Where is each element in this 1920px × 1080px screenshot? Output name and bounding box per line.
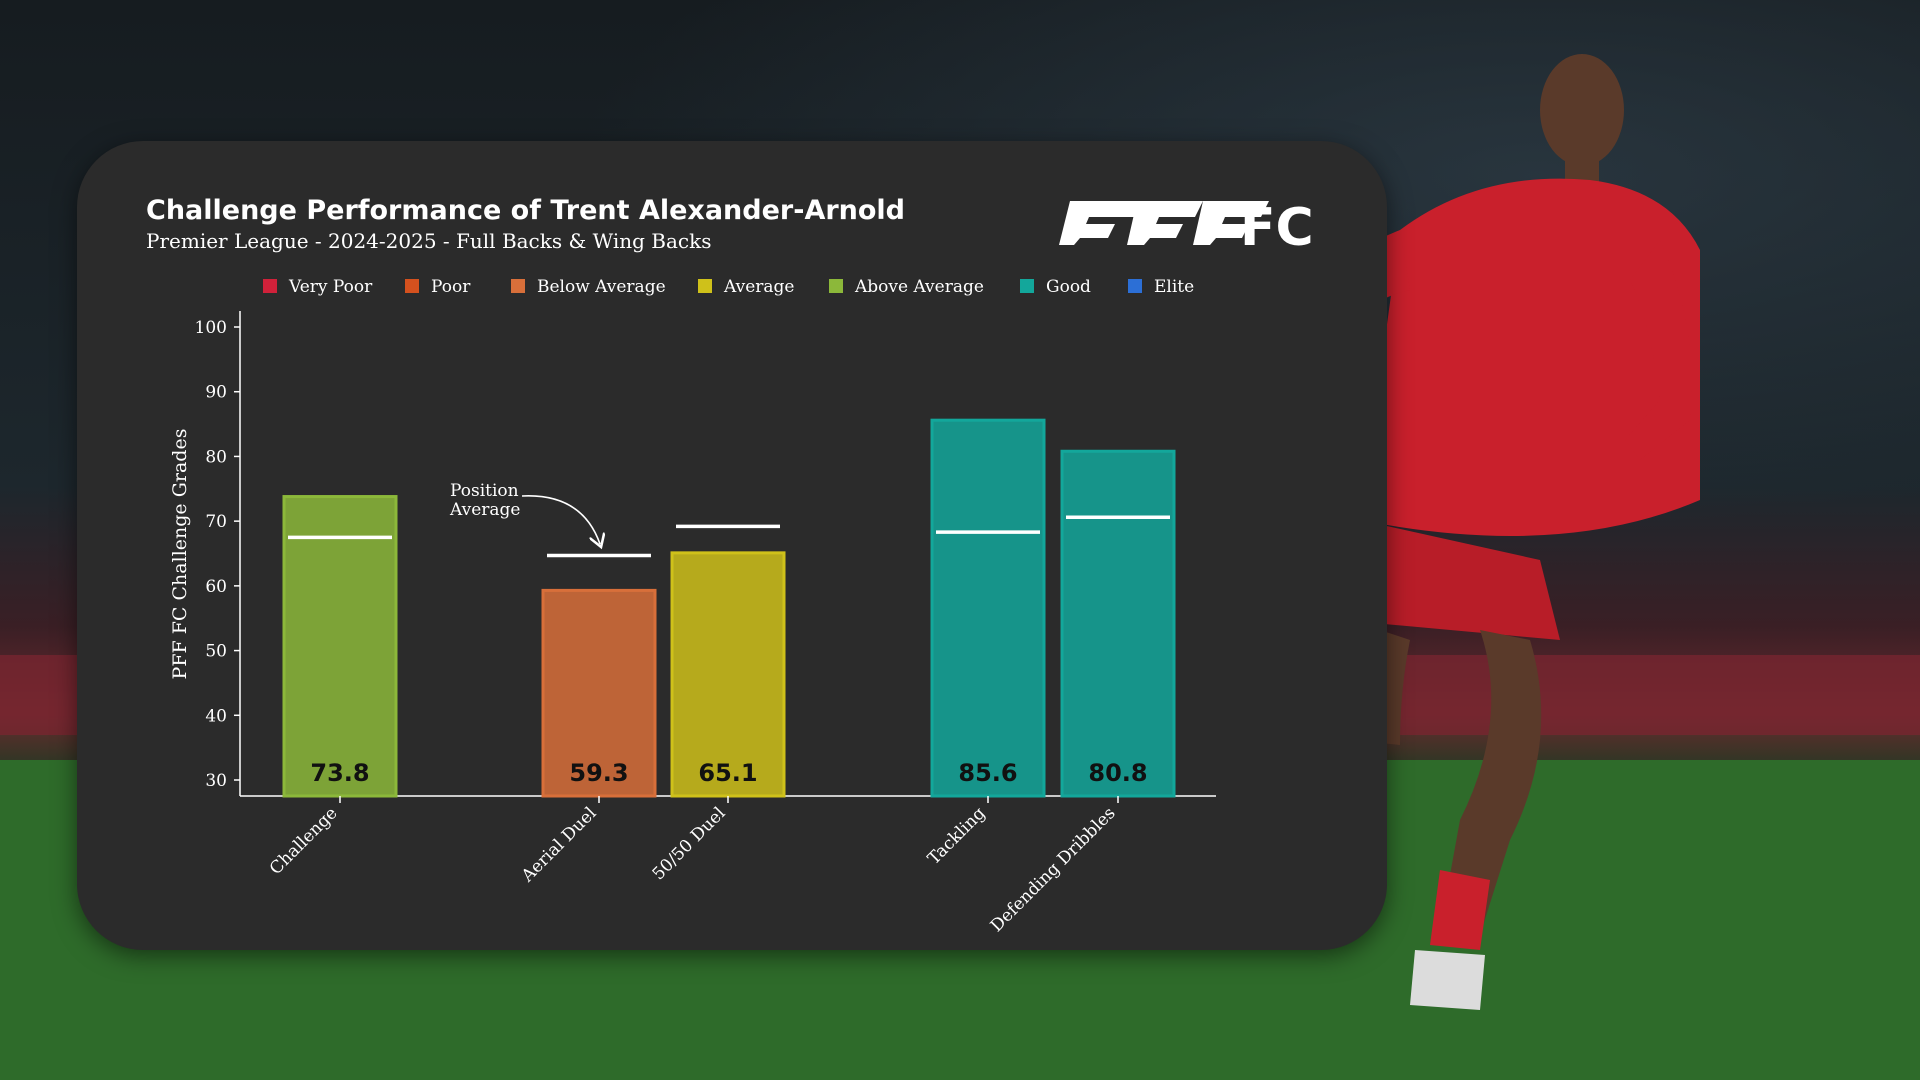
legend-swatch-good xyxy=(1020,279,1034,293)
y-axis-label: PFF FC Challenge Grades xyxy=(169,429,191,680)
bar-50-50-duel xyxy=(670,551,786,798)
x-category-label: Tackling xyxy=(924,803,990,869)
y-tick-label: 40 xyxy=(205,706,227,726)
legend-swatch-above-average xyxy=(829,279,843,293)
annotation-position: Position xyxy=(450,481,519,501)
bars: 73.8 59.3 65.1 85.6 80.8 xyxy=(282,418,1176,798)
logo-fc-text: FC xyxy=(1240,198,1314,258)
bar-challenge xyxy=(282,495,398,798)
annotation-average: Average xyxy=(449,500,520,520)
y-axis-ticks: 30 40 50 60 70 80 90 100 xyxy=(195,318,240,791)
x-category-label: Defending Dribbles xyxy=(987,803,1120,936)
bar-value-label: 80.8 xyxy=(1088,759,1147,787)
y-tick-label: 80 xyxy=(205,447,227,467)
legend-label: Below Average xyxy=(537,277,666,297)
bar-tackling xyxy=(930,418,1046,798)
x-axis-categories: Challenge Aerial Duel 50/50 Duel TacklingDe… xyxy=(266,796,1120,936)
x-category-label: Aerial Duel xyxy=(517,803,600,886)
y-tick-label: 100 xyxy=(195,318,227,338)
legend-swatch-poor xyxy=(405,279,419,293)
y-tick-label: 90 xyxy=(205,383,227,403)
chart-card: Challenge Performance of Trent Alexander… xyxy=(77,141,1387,950)
legend-label: Very Poor xyxy=(288,277,373,297)
legend-swatch-average xyxy=(698,279,712,293)
y-tick-label: 70 xyxy=(205,512,227,532)
chart-svg: Challenge Performance of Trent Alexander… xyxy=(146,195,1314,936)
legend-label: Good xyxy=(1046,277,1091,297)
bar-aerial-duel xyxy=(541,588,657,798)
bar-value-label: 59.3 xyxy=(569,759,628,787)
bar-defending-dribbles xyxy=(1060,449,1176,798)
legend-swatch-below-average xyxy=(511,279,525,293)
legend-swatch-very-poor xyxy=(263,279,277,293)
legend-label: Poor xyxy=(431,277,471,297)
y-tick-label: 60 xyxy=(205,577,227,597)
bar-value-label: 65.1 xyxy=(698,759,757,787)
annotation-arrow xyxy=(521,495,600,544)
pff-fc-logo: FC xyxy=(1059,198,1314,258)
x-category-label: 50/50 Duel xyxy=(649,803,730,884)
chart-title: Challenge Performance of Trent Alexander… xyxy=(146,195,905,226)
x-category-label: Challenge xyxy=(266,803,342,879)
y-tick-label: 30 xyxy=(205,771,227,791)
chart-subtitle: Premier League - 2024-2025 - Full Backs … xyxy=(146,229,712,253)
legend-label: Elite xyxy=(1154,277,1194,297)
y-tick-label: 50 xyxy=(205,642,227,662)
legend-label: Above Average xyxy=(854,277,984,297)
legend: Very Poor Poor Below Average Average Above A… xyxy=(263,277,1194,297)
legend-swatch-elite xyxy=(1128,279,1142,293)
bar-value-label: 73.8 xyxy=(310,759,369,787)
legend-label: Average xyxy=(723,277,794,297)
bar-value-label: 85.6 xyxy=(958,759,1017,787)
